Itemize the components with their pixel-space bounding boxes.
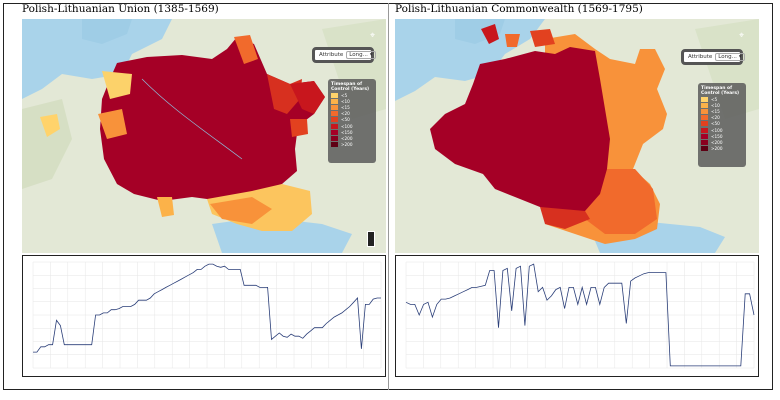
legend-swatch bbox=[331, 135, 338, 141]
legend-item: >200 bbox=[701, 146, 743, 152]
legend-label: <20 bbox=[711, 115, 720, 121]
legend-swatch bbox=[701, 146, 708, 152]
legend-item: <50 bbox=[331, 117, 373, 123]
attribute-value: Long... bbox=[349, 52, 368, 58]
attribute-dropdown[interactable]: Long... ▾ bbox=[346, 51, 376, 59]
panel-title: Polish-Lithuanian Union (1385-1569) bbox=[22, 3, 219, 15]
legend-swatch bbox=[701, 121, 708, 127]
legend-item: <200 bbox=[701, 139, 743, 145]
panel-union: Polish-Lithuanian Union (1385-1569) bbox=[22, 3, 386, 386]
chart-commonwealth bbox=[395, 255, 759, 377]
attribute-value: Long... bbox=[718, 54, 737, 60]
attribute-label: Attribute bbox=[688, 54, 713, 60]
legend-label: <200 bbox=[341, 135, 353, 141]
legend-item: <5 bbox=[701, 96, 743, 102]
chevron-down-icon: ▾ bbox=[738, 54, 742, 60]
legend-swatch bbox=[331, 104, 338, 110]
legend-swatch bbox=[701, 139, 708, 145]
compass-icon: ⌖ bbox=[739, 31, 745, 41]
baltic-sea bbox=[22, 19, 172, 99]
legend-label: <5 bbox=[711, 96, 718, 102]
legend-label: <100 bbox=[711, 127, 723, 133]
legend-label: <100 bbox=[341, 123, 353, 129]
legend-swatch bbox=[701, 133, 708, 139]
legend-item: >200 bbox=[331, 142, 373, 148]
legend-title: Timespan of Control (Years) bbox=[701, 86, 740, 96]
legend-swatch bbox=[701, 108, 708, 114]
legend-label: >200 bbox=[341, 142, 353, 148]
legend-swatch bbox=[331, 129, 338, 135]
legend-swatch bbox=[701, 102, 708, 108]
legend-swatch bbox=[701, 115, 708, 121]
legend-label: <50 bbox=[711, 121, 720, 127]
legend-label: <10 bbox=[341, 98, 350, 104]
map-union[interactable]: Attribute Long... ▾ Timespan of Control (… bbox=[22, 19, 386, 253]
legend-label: <10 bbox=[711, 102, 720, 108]
legend-label: <200 bbox=[711, 139, 723, 145]
legend-label: >200 bbox=[711, 146, 723, 152]
map-canvas bbox=[22, 19, 386, 253]
legend: Timespan of Control (Years) <5 <10 <15 <20 <… bbox=[698, 83, 746, 167]
legend-swatch bbox=[331, 142, 338, 148]
legend-swatch bbox=[331, 98, 338, 104]
legend-title: Timespan of Control (Years) bbox=[331, 82, 370, 92]
panel-commonwealth: Polish-Lithuanian Commonwealth (1569-179… bbox=[395, 3, 759, 386]
attribute-selector[interactable]: Attribute Long... ▾ bbox=[312, 47, 376, 63]
legend-item: <10 bbox=[331, 98, 373, 104]
legend-swatch bbox=[331, 117, 338, 123]
legend: Timespan of Control (Years) <5 <10 <15 <20 <… bbox=[328, 79, 376, 163]
legend-item: <15 bbox=[331, 104, 373, 110]
zoom-control[interactable] bbox=[367, 231, 375, 247]
legend-swatch bbox=[331, 92, 338, 98]
legend-item: <20 bbox=[331, 111, 373, 117]
legend-item: <150 bbox=[701, 133, 743, 139]
panel-title: Polish-Lithuanian Commonwealth (1569-179… bbox=[395, 3, 643, 15]
legend-label: <15 bbox=[341, 104, 350, 110]
legend-label: <150 bbox=[341, 129, 353, 135]
legend-swatch bbox=[701, 96, 708, 102]
legend-label: <50 bbox=[341, 117, 350, 123]
legend-item: <5 bbox=[331, 92, 373, 98]
legend-label: <15 bbox=[711, 108, 720, 114]
legend-swatch bbox=[701, 127, 708, 133]
chart-svg bbox=[32, 261, 382, 369]
legend-rows: <5 <10 <15 <20 <50 <100 <150 <200 >200 bbox=[331, 92, 373, 148]
attribute-dropdown[interactable]: Long... ▾ bbox=[715, 53, 745, 61]
legend-item: <150 bbox=[331, 129, 373, 135]
chart-svg bbox=[405, 261, 755, 369]
legend-swatch bbox=[331, 111, 338, 117]
legend-item: <15 bbox=[701, 108, 743, 114]
legend-item: <20 bbox=[701, 115, 743, 121]
chevron-down-icon: ▾ bbox=[369, 52, 373, 58]
legend-rows: <5 <10 <15 <20 <50 <100 <150 <200 >200 bbox=[701, 96, 743, 152]
panel-divider bbox=[388, 3, 389, 390]
map-commonwealth[interactable]: Attribute Long... ▾ Timespan of Control (… bbox=[395, 19, 759, 253]
legend-item: <100 bbox=[331, 123, 373, 129]
legend-item: <200 bbox=[331, 135, 373, 141]
legend-swatch bbox=[331, 123, 338, 129]
legend-label: <150 bbox=[711, 133, 723, 139]
legend-item: <10 bbox=[701, 102, 743, 108]
compass-icon: ⌖ bbox=[370, 31, 376, 41]
realm-core bbox=[430, 47, 610, 214]
series-line bbox=[405, 263, 755, 367]
attribute-selector[interactable]: Attribute Long... ▾ bbox=[681, 49, 745, 65]
attribute-label: Attribute bbox=[319, 52, 344, 58]
series-line bbox=[33, 263, 381, 353]
legend-item: <50 bbox=[701, 121, 743, 127]
legend-item: <100 bbox=[701, 127, 743, 133]
legend-label: <5 bbox=[341, 92, 348, 98]
chart-union bbox=[22, 255, 386, 377]
legend-label: <20 bbox=[341, 111, 350, 117]
